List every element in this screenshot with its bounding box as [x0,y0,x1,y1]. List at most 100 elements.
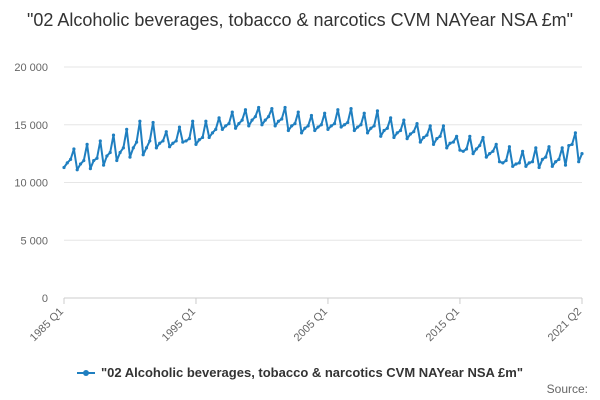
data-point[interactable] [471,152,475,156]
data-point[interactable] [461,149,465,153]
data-point[interactable] [200,135,205,140]
data-point[interactable] [573,131,578,135]
data-point[interactable] [273,124,277,128]
data-point[interactable] [296,110,300,114]
data-point[interactable] [75,168,79,172]
data-point[interactable] [501,161,505,165]
data-point[interactable] [448,141,452,145]
data-point[interactable] [144,146,149,150]
data-point[interactable] [207,135,211,140]
data-point[interactable] [151,120,155,125]
data-point[interactable] [280,117,284,121]
data-point[interactable] [415,121,419,126]
data-point[interactable] [478,143,482,148]
data-point[interactable] [204,119,208,123]
data-point[interactable] [319,123,323,127]
data-point[interactable] [428,124,432,128]
data-point[interactable] [65,161,69,165]
data-point[interactable] [266,115,271,119]
data-point[interactable] [78,162,83,166]
data-point[interactable] [233,126,238,130]
data-point[interactable] [69,157,73,161]
data-point[interactable] [389,116,393,120]
data-point[interactable] [422,135,426,140]
legend[interactable]: "02 Alcoholic beverages, tobacco & narco… [0,364,600,380]
data-point[interactable] [128,155,132,159]
data-point[interactable] [158,141,162,145]
data-point[interactable] [72,147,76,151]
data-point[interactable] [164,130,168,134]
data-point[interactable] [540,157,545,161]
data-point[interactable] [352,128,356,133]
data-point[interactable] [313,128,317,133]
data-point[interactable] [504,158,508,163]
data-point[interactable] [247,124,251,128]
data-point[interactable] [534,146,538,150]
data-point[interactable] [425,133,429,137]
data-point[interactable] [82,158,86,163]
data-point[interactable] [580,152,584,156]
data-point[interactable] [214,127,218,131]
data-point[interactable] [484,155,488,159]
data-point[interactable] [101,163,106,167]
data-point[interactable] [550,164,554,168]
data-point[interactable] [154,146,158,150]
data-point[interactable] [237,121,241,126]
data-point[interactable] [365,131,370,135]
data-point[interactable] [243,108,248,112]
data-point[interactable] [445,146,449,150]
data-point[interactable] [260,123,264,127]
data-point[interactable] [507,145,512,149]
data-point[interactable] [356,125,360,129]
data-point[interactable] [563,163,568,167]
data-point[interactable] [88,167,92,171]
data-point[interactable] [554,160,558,164]
data-point[interactable] [369,126,373,130]
data-point[interactable] [339,125,343,129]
data-point[interactable] [375,109,380,113]
data-point[interactable] [567,143,571,148]
data-point[interactable] [451,140,455,144]
data-point[interactable] [85,142,89,146]
data-point[interactable] [303,126,307,130]
data-point[interactable] [395,131,399,135]
data-point[interactable] [491,149,495,153]
data-point[interactable] [177,125,182,129]
data-point[interactable] [570,142,574,146]
data-point[interactable] [134,140,139,144]
data-point[interactable] [346,120,350,125]
data-point[interactable] [105,154,109,158]
data-point[interactable] [537,165,541,170]
data-point[interactable] [276,119,281,123]
data-point[interactable] [227,121,231,126]
data-point[interactable] [435,137,439,141]
data-point[interactable] [92,158,96,163]
data-point[interactable] [253,115,257,119]
data-point[interactable] [270,106,274,111]
data-point[interactable] [431,142,436,146]
data-point[interactable] [547,145,551,149]
data-point[interactable] [521,149,525,153]
data-point[interactable] [197,138,201,142]
data-point[interactable] [398,128,403,133]
data-point[interactable] [250,118,254,122]
data-point[interactable] [560,146,564,150]
data-point[interactable] [527,161,531,165]
data-point[interactable] [111,133,116,137]
data-point[interactable] [167,145,172,149]
data-point[interactable] [62,165,66,170]
data-point[interactable] [359,123,363,127]
data-point[interactable] [458,148,462,152]
data-point[interactable] [118,150,122,155]
data-point[interactable] [405,137,409,141]
data-point[interactable] [514,162,518,166]
data-point[interactable] [230,110,234,114]
data-point[interactable] [497,160,502,164]
data-point[interactable] [309,113,314,118]
data-point[interactable] [98,139,102,143]
data-point[interactable] [174,139,178,143]
data-point[interactable] [455,134,459,138]
data-point[interactable] [379,134,383,138]
data-point[interactable] [316,125,320,129]
data-point[interactable] [481,135,485,140]
